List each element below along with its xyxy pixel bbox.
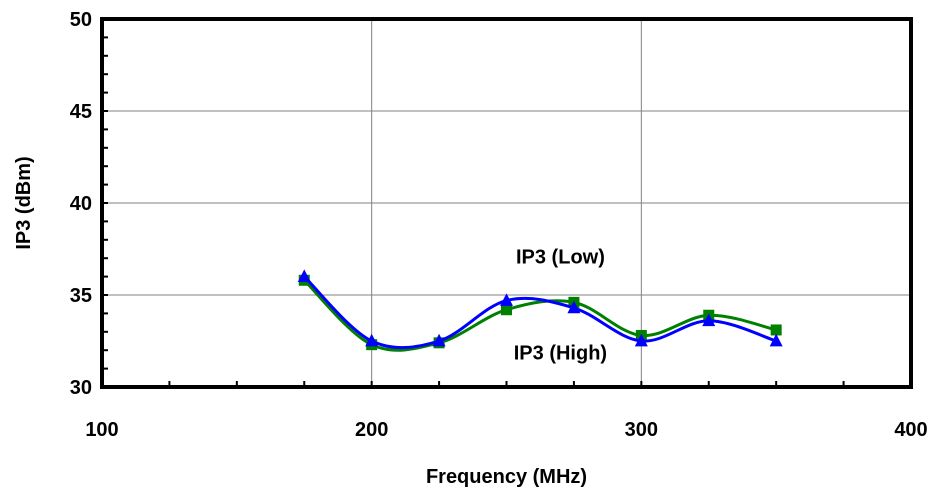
series-low-point — [770, 324, 782, 336]
series-high-point — [769, 333, 783, 347]
x-axis-title: Frequency (MHz) — [426, 466, 587, 488]
series-high-point — [634, 333, 648, 347]
x-tick-label-400: 400 — [894, 419, 927, 441]
annotation-label-0: IP3 (Low) — [516, 247, 605, 269]
series-high-point — [567, 300, 581, 314]
annotation-label-1: IP3 (High) — [514, 342, 607, 364]
y-tick-label-40: 40 — [70, 193, 92, 215]
y-tick-label-35: 35 — [70, 285, 92, 307]
x-tick-label-100: 100 — [85, 419, 118, 441]
series-layer — [297, 269, 783, 352]
series-high-point — [297, 269, 311, 282]
y-tick-label-45: 45 — [70, 101, 92, 123]
y-axis-title: IP3 (dBm) — [13, 156, 35, 249]
tick-labels: 100 200 300 400 30 35 40 45 50 — [70, 9, 928, 441]
plot-area-frame — [100, 17, 913, 389]
series-low-point — [501, 304, 512, 316]
grid-lines — [102, 19, 911, 387]
y-tick-label-50: 50 — [70, 9, 92, 31]
series-high-point — [432, 333, 446, 347]
series-high-point — [365, 333, 379, 347]
series-high — [297, 269, 783, 350]
annotations: IP3 (Low) IP3 (High) — [514, 247, 607, 365]
x-tick-label-300: 300 — [625, 419, 658, 441]
x-tick-label-200: 200 — [355, 419, 388, 441]
y-tick-label-30: 30 — [70, 377, 92, 399]
minor-ticks — [102, 36, 845, 387]
series-high-point — [702, 313, 716, 327]
series-high-point — [500, 293, 513, 306]
